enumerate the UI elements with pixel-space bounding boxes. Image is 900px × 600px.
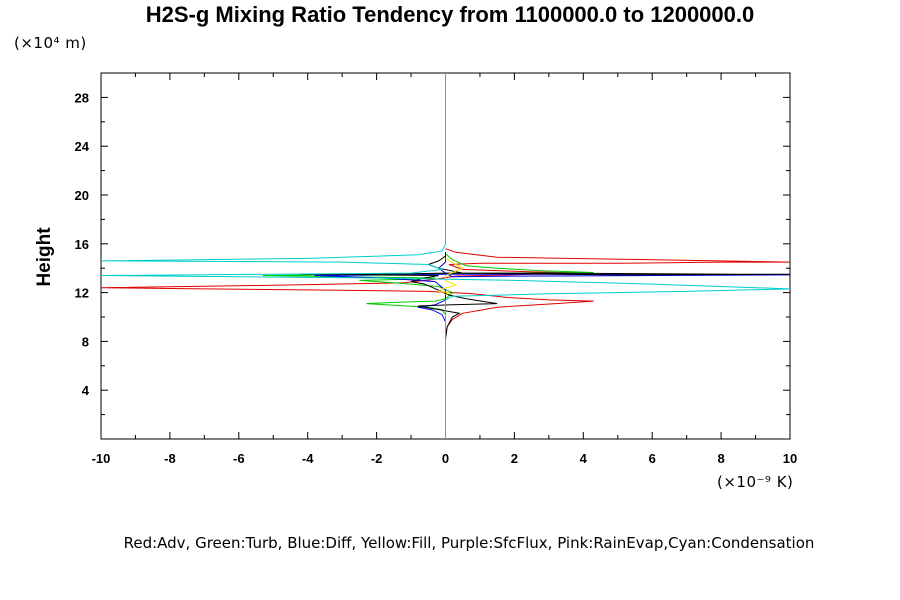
x-tick-label: 6 bbox=[649, 451, 656, 466]
x-tick-label: -2 bbox=[371, 451, 383, 466]
y-tick-labels: 4 8 12 16 20 24 28 bbox=[75, 90, 90, 398]
x-tick-label: 0 bbox=[442, 451, 449, 466]
series-line-black bbox=[300, 252, 791, 340]
series-group bbox=[100, 73, 791, 439]
y-tick-label: 16 bbox=[75, 237, 89, 252]
series-line-condensation bbox=[100, 73, 791, 439]
x-tick-label: -4 bbox=[302, 451, 314, 466]
y-tick-label: 20 bbox=[75, 188, 89, 203]
x-tick-label: 4 bbox=[580, 451, 588, 466]
series-line-adv bbox=[100, 248, 791, 335]
x-tick-label: -6 bbox=[233, 451, 245, 466]
chart-title: H2S-g Mixing Ratio Tendency from 1100000… bbox=[145, 2, 755, 27]
series-line-diff bbox=[314, 252, 791, 323]
x-tick-label: -10 bbox=[92, 451, 111, 466]
x-tick-labels: -10 -8 -6 -4 -2 0 2 4 6 8 10 bbox=[92, 451, 798, 466]
y-tick-label: 24 bbox=[75, 139, 90, 154]
y-axis-units: (×10⁴ m) bbox=[14, 34, 87, 52]
y-tick-label: 4 bbox=[82, 383, 90, 398]
x-tick-label: -8 bbox=[164, 451, 176, 466]
x-axis-units: (×10⁻⁹ K) bbox=[717, 473, 794, 491]
x-tick-label: 8 bbox=[717, 451, 724, 466]
y-tick-label: 8 bbox=[82, 334, 89, 349]
axis-ticks bbox=[100, 72, 791, 439]
y-tick-label: 28 bbox=[75, 90, 89, 105]
series-line-fill bbox=[437, 257, 464, 296]
y-tick-label: 12 bbox=[75, 286, 89, 301]
x-tick-label: 10 bbox=[783, 451, 797, 466]
y-axis-label: Height bbox=[34, 227, 55, 287]
legend-text: Red:Adv, Green:Turb, Blue:Diff, Yellow:F… bbox=[123, 534, 815, 552]
x-tick-label: 2 bbox=[511, 451, 518, 466]
